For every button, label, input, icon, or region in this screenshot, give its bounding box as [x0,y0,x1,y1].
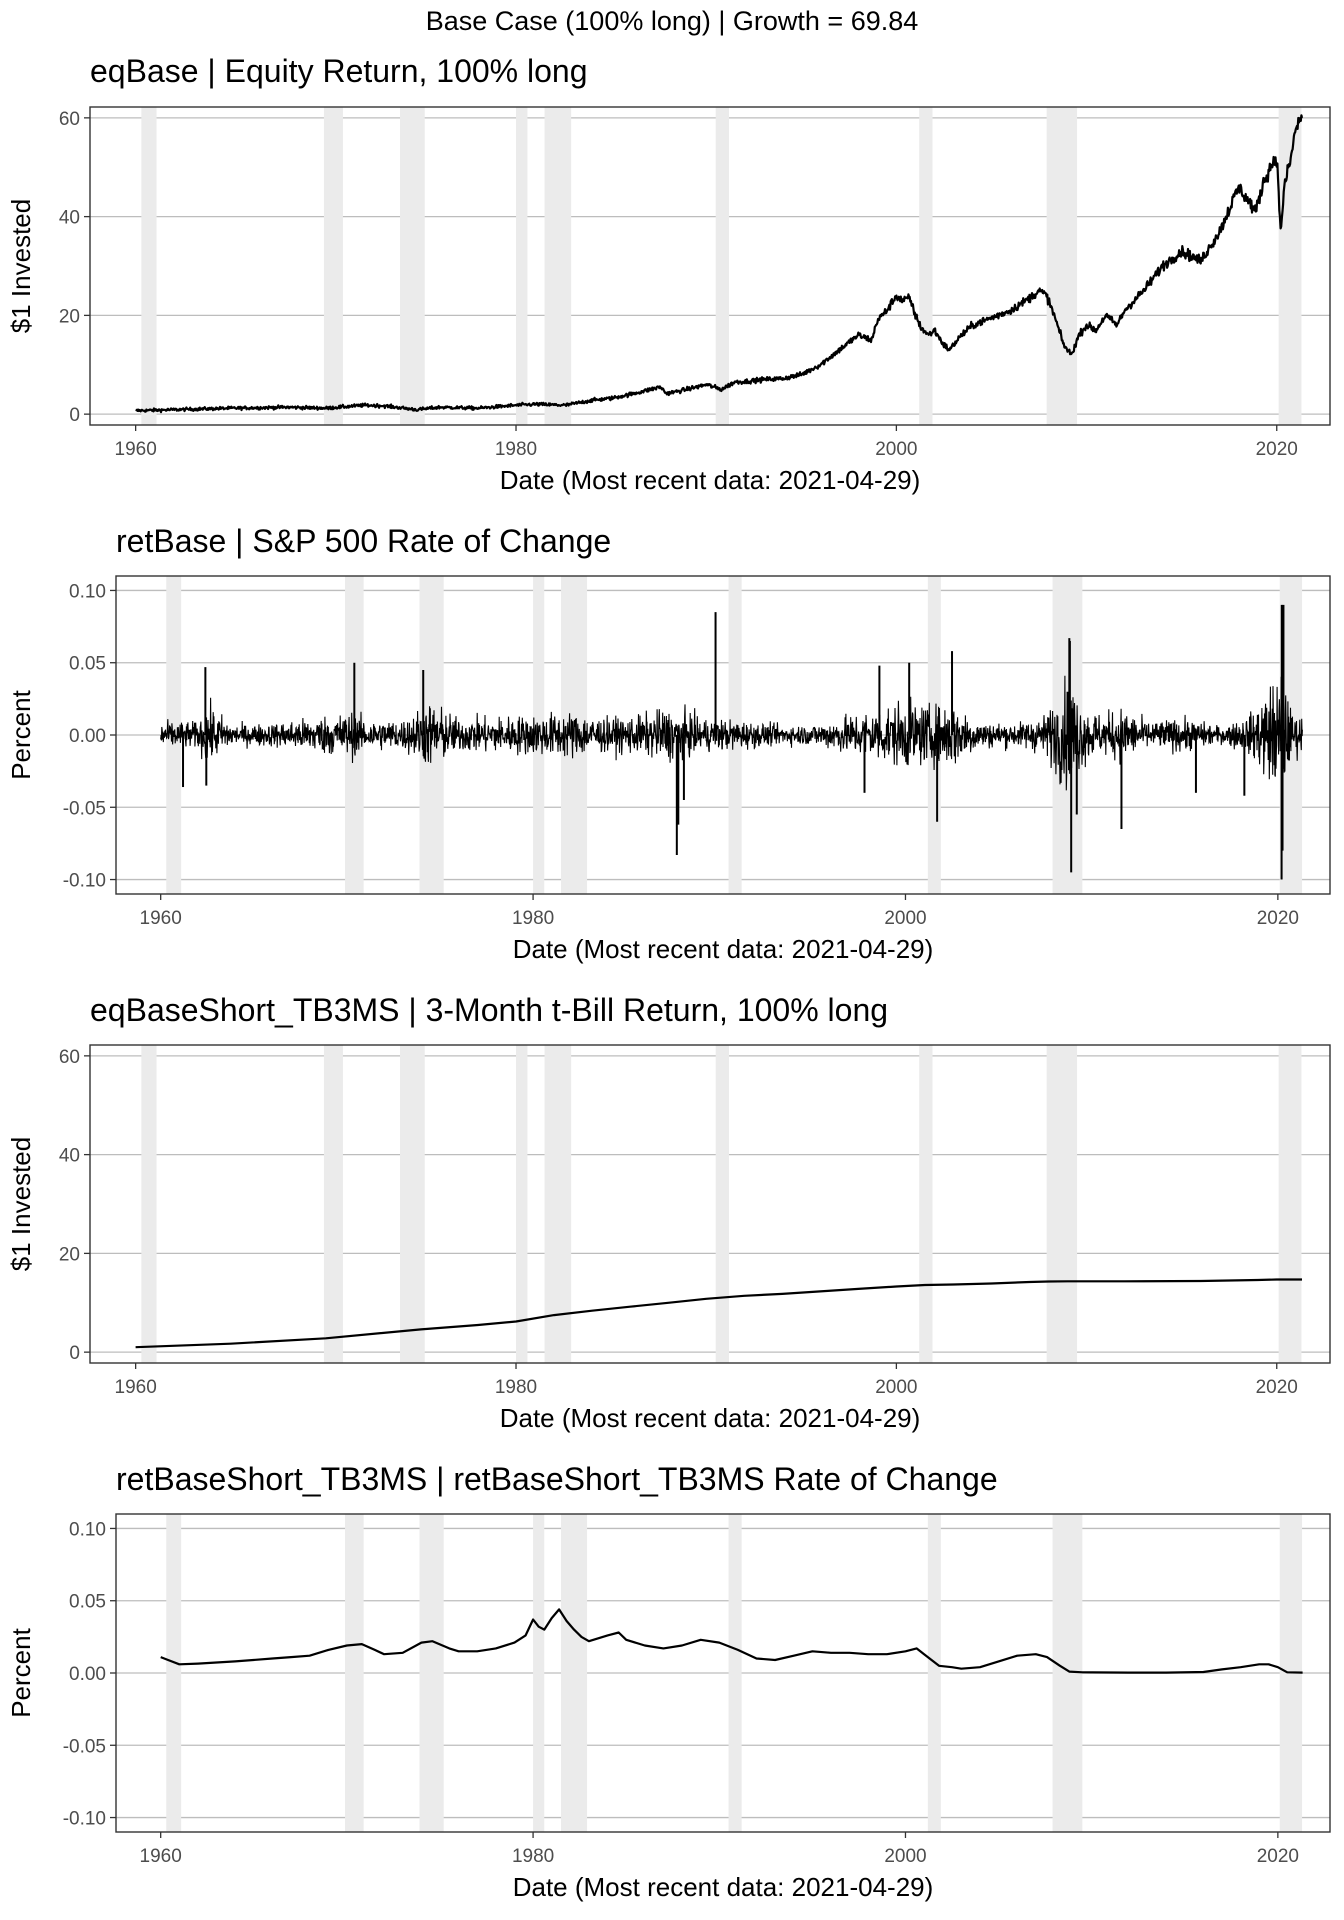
recession-band [544,107,572,425]
y-tick-label: 0.10 [69,581,106,602]
x-tick-label: 1980 [495,439,537,460]
recession-band [166,1514,182,1832]
recession-band [728,1514,742,1832]
y-axis-title: $1 Invested [6,1137,36,1271]
y-tick-label: -0.05 [63,1736,106,1757]
y-axis-title: Percent [6,689,36,779]
recession-band [323,107,343,425]
y-tick-label: 0.00 [69,726,106,747]
x-tick-label: 2000 [884,1846,926,1867]
x-tick-label: 2020 [1256,439,1298,460]
y-tick-label: -0.10 [63,871,106,892]
y-tick-label: 0.05 [69,1592,106,1613]
y-tick-label: 0 [69,1343,80,1364]
recession-band [561,1514,588,1832]
recession-band [141,1045,157,1363]
x-tick-label: 1980 [495,1377,537,1398]
y-tick-label: 0.10 [69,1519,106,1540]
recession-band [516,107,528,425]
x-tick-label: 2020 [1257,1846,1299,1867]
x-axis-title: Date (Most recent data: 2021-04-29) [513,1872,934,1902]
x-tick-label: 2000 [884,908,926,929]
recession-band [927,1514,941,1832]
recession-band [400,107,425,425]
x-tick-label: 2020 [1257,908,1299,929]
recession-band [533,1514,545,1832]
recession-band [1278,1045,1302,1363]
x-axis-title: Date (Most recent data: 2021-04-29) [513,934,934,964]
recession-band [400,1045,425,1363]
y-axis-title: Percent [6,1627,36,1717]
series-line [160,675,1303,791]
recession-band [544,1045,572,1363]
x-tick-label: 1960 [115,1377,157,1398]
x-tick-label: 1960 [140,1846,182,1867]
recession-band [919,1045,933,1363]
recession-band [419,1514,444,1832]
panel-title: eqBase | Equity Return, 100% long [90,53,588,89]
y-axis-title: $1 Invested [6,199,36,333]
recession-band [345,1514,364,1832]
x-tick-label: 1980 [512,1846,554,1867]
recession-band [323,1045,343,1363]
x-tick-label: 2000 [875,1377,917,1398]
recession-band [919,107,933,425]
x-tick-label: 1980 [512,908,554,929]
panel-retBase: retBase | S&P 500 Rate of Change -0.10 -0.… [6,523,1331,964]
recession-band [1046,1045,1078,1363]
recession-band [715,107,730,425]
x-tick-label: 1960 [115,439,157,460]
panel-eqBaseShort_TB3MS: eqBaseShort_TB3MS | 3-Month t-Bill Retur… [6,992,1331,1433]
x-tick-label: 2020 [1256,1377,1298,1398]
x-axis-title: Date (Most recent data: 2021-04-29) [500,465,921,495]
panel-eqBase: eqBase | Equity Return, 100% long 0 20 40 60… [6,53,1331,495]
series-line [160,1608,1303,1674]
series-line [135,114,1304,414]
panel-title: retBaseShort_TB3MS | retBaseShort_TB3MS … [116,1461,998,1497]
x-tick-label: 1960 [140,908,182,929]
y-tick-label: 20 [59,1244,80,1265]
y-tick-label: -0.10 [63,1809,106,1830]
panel-title: eqBaseShort_TB3MS | 3-Month t-Bill Retur… [90,992,888,1028]
y-tick-label: 40 [59,1146,80,1167]
figure-title: Base Case (100% long) | Growth = 69.84 [425,6,919,36]
panel-retBaseShort_TB3MS: retBaseShort_TB3MS | retBaseShort_TB3MS … [6,1461,1331,1902]
y-tick-label: 0.00 [69,1664,106,1685]
y-tick-label: 0.05 [69,654,106,675]
y-tick-label: 40 [59,208,80,229]
y-tick-label: 60 [59,109,80,130]
series-line [135,1278,1302,1349]
panel-border [89,1044,1331,1364]
recession-band [715,1045,730,1363]
recession-band [516,1045,528,1363]
y-tick-label: 20 [59,306,80,327]
y-tick-label: 0 [69,405,80,426]
x-axis-title: Date (Most recent data: 2021-04-29) [500,1403,921,1433]
x-tick-label: 2000 [875,439,917,460]
recession-band [141,107,157,425]
y-tick-label: -0.05 [63,798,106,819]
panel-title: retBase | S&P 500 Rate of Change [116,523,611,559]
y-tick-label: 60 [59,1047,80,1068]
panel-border [89,106,1331,426]
recession-band [1046,107,1078,425]
